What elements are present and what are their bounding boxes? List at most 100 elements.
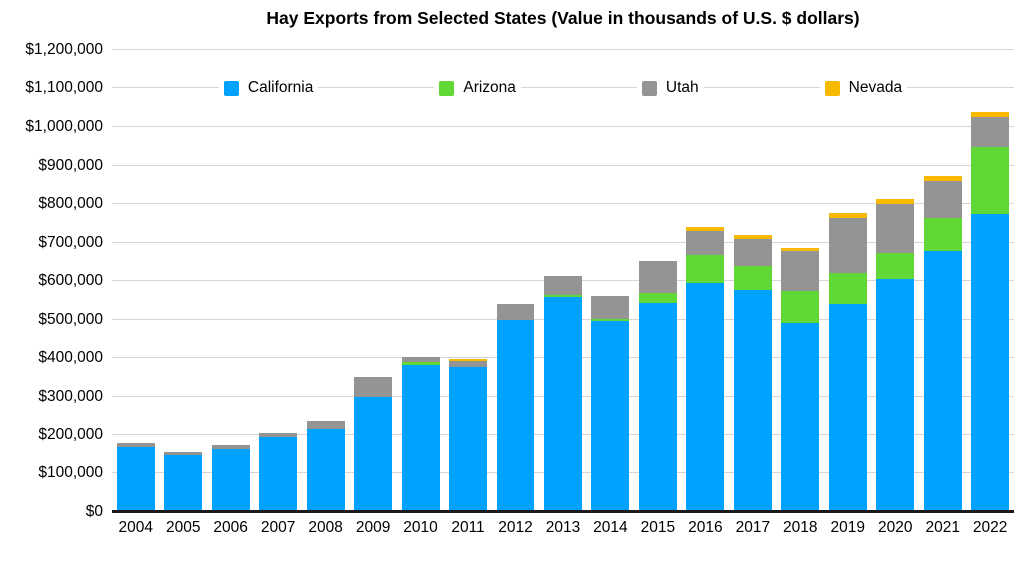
bar-segment-california-2015 (638, 302, 677, 512)
bar-segment-utah-2012 (496, 303, 535, 320)
bar-segment-arizona-2019 (828, 272, 867, 305)
bar-segment-arizona-2020 (876, 252, 915, 280)
x-tick-label-2007: 2007 (260, 519, 296, 536)
bar-stack-2006 (211, 50, 250, 512)
gridline-1100000 (112, 87, 1014, 89)
bar-column-2011 (444, 50, 491, 512)
bar-stack-2010 (401, 50, 440, 512)
bar-segment-utah-2022 (971, 116, 1010, 147)
bar-column-2015 (634, 50, 681, 512)
bar-column-2021 (919, 50, 966, 512)
bar-segment-utah-2020 (876, 204, 915, 253)
bar-segment-utah-2015 (638, 261, 677, 293)
bar-segment-california-2013 (543, 297, 582, 512)
bar-segment-california-2018 (781, 322, 820, 512)
x-tick-label-2006: 2006 (213, 519, 248, 536)
legend-label-utah: Utah (665, 79, 699, 96)
bar-segment-california-2006 (211, 449, 250, 512)
bar-segment-california-2012 (496, 319, 535, 512)
bar-column-2007 (254, 50, 301, 512)
bar-column-2020 (872, 50, 919, 512)
x-tick-label-2005: 2005 (165, 519, 201, 536)
bar-segment-california-2011 (449, 366, 487, 512)
bar-segment-california-2019 (828, 304, 867, 512)
bar-segment-utah-2013 (543, 275, 582, 295)
bar-stack-2005 (164, 50, 203, 512)
x-tick-label-2020: 2020 (877, 519, 913, 536)
bar-segment-california-2017 (733, 289, 772, 512)
bar-column-2022 (966, 50, 1013, 512)
bar-column-2014 (587, 50, 634, 512)
bar-stack-2020 (876, 50, 915, 512)
bar-segment-utah-2010 (401, 357, 440, 362)
x-tick-label-2015: 2015 (640, 519, 676, 536)
bars-layer (112, 50, 1014, 512)
bar-segment-california-2007 (259, 437, 298, 512)
gridline-1000000 (112, 125, 1014, 127)
bar-column-2016 (682, 50, 729, 512)
bar-column-2005 (159, 50, 206, 512)
bar-segment-california-2008 (306, 428, 345, 512)
gridline-1200000 (112, 49, 1014, 50)
bar-segment-utah-2005 (164, 452, 203, 456)
legend-item-california: California (218, 79, 319, 97)
y-tick-label: $1,100,000 (25, 79, 103, 97)
x-tick-label-2012: 2012 (498, 519, 533, 536)
legend-item-arizona: Arizona (434, 79, 521, 97)
x-tick-label-2008: 2008 (308, 519, 343, 536)
chart-title: Hay Exports from Selected States (Value … (266, 8, 860, 28)
bar-segment-california-2020 (876, 279, 915, 512)
y-tick-label: $0 (85, 503, 103, 520)
bar-segment-arizona-2017 (733, 266, 772, 290)
bar-segment-california-2010 (401, 364, 440, 512)
bar-column-2013 (539, 50, 586, 512)
bar-segment-arizona-2022 (971, 146, 1010, 214)
bar-segment-utah-2014 (591, 296, 630, 319)
bar-segment-utah-2009 (354, 377, 393, 397)
x-tick-label-2021: 2021 (925, 519, 960, 536)
bar-segment-arizona-2018 (781, 291, 820, 323)
y-tick-label: $800,000 (38, 194, 103, 212)
bar-column-2017 (729, 50, 776, 512)
y-tick-label: $500,000 (38, 310, 103, 328)
bar-segment-nevada-2021 (923, 175, 962, 181)
y-tick-label: $400,000 (38, 348, 103, 366)
y-tick-label: $700,000 (38, 233, 103, 251)
legend-swatch-arizona (439, 80, 455, 96)
bar-segment-arizona-2021 (923, 217, 962, 252)
bar-segment-nevada-2022 (971, 111, 1010, 117)
bar-segment-utah-2004 (116, 442, 155, 447)
bar-segment-nevada-2016 (686, 226, 725, 231)
bar-segment-arizona-2015 (638, 292, 677, 303)
bar-segment-utah-2017 (733, 238, 772, 267)
legend-label-arizona: Arizona (463, 79, 516, 96)
bar-stack-2012 (496, 50, 535, 512)
gridline-800000 (112, 202, 1014, 204)
bar-stack-2019 (828, 50, 867, 512)
legend-swatch-nevada (824, 80, 840, 96)
bar-segment-utah-2018 (781, 251, 820, 292)
bar-segment-utah-2006 (211, 445, 250, 450)
gridline-900000 (112, 164, 1014, 166)
x-tick-label-2004: 2004 (118, 519, 153, 536)
bar-stack-2011 (449, 50, 487, 512)
bar-column-2010 (397, 50, 444, 512)
bar-stack-2008 (306, 50, 345, 512)
bar-segment-utah-2016 (686, 230, 725, 256)
bar-column-2009 (349, 50, 396, 512)
bar-segment-arizona-2014 (591, 318, 630, 322)
bar-stack-2018 (781, 50, 820, 512)
bar-stack-2009 (354, 50, 393, 512)
bar-column-2018 (777, 50, 824, 512)
bar-segment-california-2009 (354, 396, 393, 512)
bar-stack-2017 (733, 50, 772, 512)
bar-segment-utah-2007 (259, 433, 298, 438)
bar-stack-2007 (259, 50, 298, 512)
x-tick-label-2022: 2022 (972, 519, 1008, 536)
bar-column-2019 (824, 50, 871, 512)
bar-segment-nevada-2018 (781, 247, 820, 252)
x-axis-line (112, 510, 1014, 513)
bar-segment-california-2022 (971, 213, 1010, 512)
bar-stack-2004 (116, 50, 155, 512)
bar-segment-nevada-2011 (449, 358, 487, 362)
